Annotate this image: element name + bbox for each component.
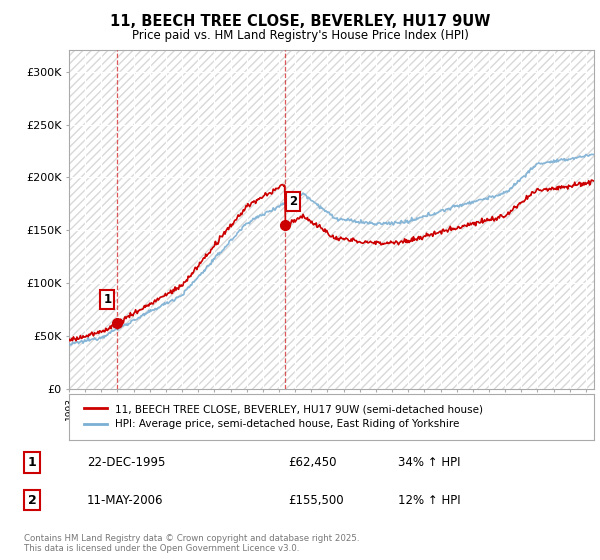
Text: 11-MAY-2006: 11-MAY-2006 [87,493,163,507]
Text: 12% ↑ HPI: 12% ↑ HPI [398,493,461,507]
Text: 1: 1 [28,456,37,469]
Text: Contains HM Land Registry data © Crown copyright and database right 2025.
This d: Contains HM Land Registry data © Crown c… [24,534,359,553]
Text: 2: 2 [289,195,297,208]
Text: 11, BEECH TREE CLOSE, BEVERLEY, HU17 9UW: 11, BEECH TREE CLOSE, BEVERLEY, HU17 9UW [110,14,490,29]
Text: £62,450: £62,450 [289,456,337,469]
Text: 2: 2 [28,493,37,507]
Text: 22-DEC-1995: 22-DEC-1995 [87,456,165,469]
Text: £155,500: £155,500 [289,493,344,507]
Legend: 11, BEECH TREE CLOSE, BEVERLEY, HU17 9UW (semi-detached house), HPI: Average pri: 11, BEECH TREE CLOSE, BEVERLEY, HU17 9UW… [79,400,487,433]
Text: 1: 1 [103,293,112,306]
Text: 34% ↑ HPI: 34% ↑ HPI [398,456,460,469]
Text: Price paid vs. HM Land Registry's House Price Index (HPI): Price paid vs. HM Land Registry's House … [131,29,469,42]
